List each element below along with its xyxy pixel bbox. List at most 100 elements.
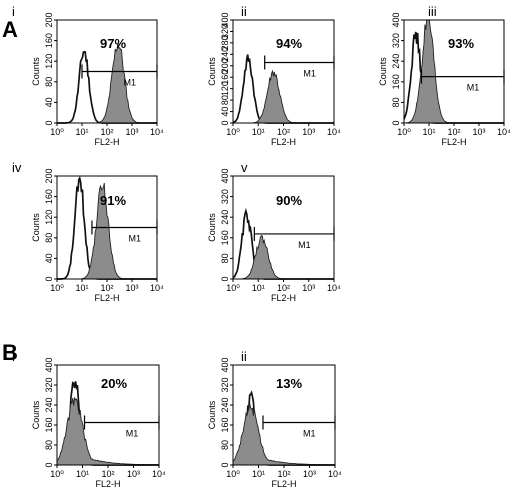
y-tick-label: 160	[44, 417, 54, 432]
y-tick-label: 120	[44, 54, 54, 69]
histogram-a-i: M1 10⁰ 10¹ 10² 10³ 10⁴ FL2-H 0 40 80 120 160 200 Coun…	[12, 4, 164, 147]
x-tick-label: 10¹	[252, 283, 265, 293]
y-tick-label: 160	[220, 70, 230, 85]
y-axis-label: Counts	[31, 57, 41, 86]
y-tick-label: 400	[220, 168, 230, 183]
percent-positive-label: 13%	[276, 376, 302, 391]
y-axis-label: Counts	[207, 400, 217, 429]
x-tick-label: 10⁰	[397, 127, 411, 137]
y-tick-label: 320	[220, 377, 230, 392]
x-tick-label: 10³	[302, 283, 315, 293]
y-tick-label: 400	[44, 357, 54, 372]
x-tick-label: 10³	[127, 469, 140, 479]
sub-panel-label: i	[12, 4, 15, 19]
y-tick-label: 40	[220, 107, 230, 117]
y-tick-label: 320	[220, 189, 230, 204]
sub-panel-label: ii	[241, 349, 247, 364]
gate-label: M1	[303, 68, 316, 78]
y-tick-label: 0	[391, 120, 401, 125]
x-tick-label: 10³	[302, 127, 315, 137]
histogram-filled-series	[56, 397, 160, 466]
histogram-b-ii: M1 10⁰ 10¹ 10² 10³ 10⁴ FL2-H 0 80 160 240 320 400 Cou…	[207, 349, 342, 488]
y-tick-label: 320	[391, 33, 401, 48]
x-tick-label: 10¹	[422, 127, 435, 137]
x-tick-label: 10²	[100, 283, 113, 293]
gate-label: M1	[298, 240, 311, 250]
y-tick-label: 280	[220, 35, 230, 50]
x-tick-label: 10²	[447, 127, 460, 137]
x-tick-label: 10¹	[75, 283, 88, 293]
gate-label: M1	[303, 429, 316, 439]
x-tick-label: 10³	[472, 127, 485, 137]
gate-label: M1	[467, 83, 480, 93]
y-tick-label: 200	[44, 168, 54, 183]
histogram-filled-series	[233, 69, 334, 124]
y-tick-label: 0	[44, 120, 54, 125]
x-tick-label: 10¹	[76, 469, 89, 479]
x-axis-label: FL2-H	[94, 293, 119, 303]
x-axis-label: FL2-H	[271, 137, 296, 147]
y-tick-label: 40	[44, 253, 54, 263]
x-tick-label: 10²	[277, 469, 290, 479]
sub-panel-label: v	[241, 160, 248, 175]
x-tick-label: 10⁰	[226, 469, 240, 479]
y-tick-label: 0	[220, 462, 230, 467]
y-axis-label: Counts	[207, 57, 217, 86]
percent-positive-label: 91%	[100, 193, 126, 208]
y-tick-label: 80	[391, 97, 401, 107]
x-tick-label: 10⁰	[226, 127, 240, 137]
y-tick-label: 320	[220, 24, 230, 39]
y-tick-label: 200	[44, 12, 54, 27]
histogram-filled-series	[57, 43, 157, 124]
histogram-filled-series	[232, 403, 336, 466]
sub-panel-label: ii	[241, 4, 247, 19]
x-tick-label: 10²	[277, 283, 290, 293]
histogram-filled-series	[233, 235, 334, 280]
x-tick-label: 10⁰	[50, 469, 64, 479]
gate-label: M1	[128, 234, 141, 244]
y-tick-label: 80	[220, 440, 230, 450]
x-tick-label: 10⁰	[50, 283, 64, 293]
x-tick-label: 10⁴	[328, 469, 342, 479]
y-tick-label: 80	[44, 77, 54, 87]
y-tick-label: 400	[220, 12, 230, 27]
x-tick-label: 10⁴	[150, 283, 164, 293]
histogram-a-iv: M1 10⁰ 10¹ 10² 10³ 10⁴ FL2-H 0 40 80 120 160 200 Coun…	[12, 160, 164, 303]
percent-positive-label: 93%	[448, 36, 474, 51]
x-tick-label: 10²	[101, 469, 114, 479]
y-tick-label: 80	[44, 440, 54, 450]
y-tick-label: 80	[220, 95, 230, 105]
y-tick-label: 120	[220, 81, 230, 96]
y-tick-label: 120	[44, 210, 54, 225]
y-tick-label: 80	[220, 253, 230, 263]
gate-label: M1	[124, 78, 137, 88]
y-axis-label: Counts	[31, 400, 41, 429]
percent-positive-label: 20%	[101, 376, 127, 391]
y-axis-label: Counts	[378, 57, 388, 86]
x-tick-label: 10⁰	[50, 127, 64, 137]
y-tick-label: 0	[44, 276, 54, 281]
y-tick-label: 400	[391, 12, 401, 27]
sub-panel-label: iv	[12, 160, 22, 175]
histogram-a-iii: M1 10⁰ 10¹ 10² 10³ 10⁴ FL2-H 0 80 160 240 320 400 Cou…	[378, 4, 511, 147]
x-axis-label: FL2-H	[94, 137, 119, 147]
x-tick-label: 10¹	[252, 469, 265, 479]
y-axis-label: Counts	[31, 213, 41, 242]
y-tick-label: 240	[391, 54, 401, 69]
sub-panel-label: iii	[428, 4, 437, 19]
histogram-outline-series	[232, 207, 334, 280]
y-tick-label: 160	[220, 230, 230, 245]
x-tick-label: 10⁴	[150, 127, 164, 137]
panel-label-b: B	[2, 340, 18, 365]
x-tick-label: 10²	[100, 127, 113, 137]
x-axis-label: FL2-H	[271, 479, 296, 488]
histogram-b-i: M1 10⁰ 10¹ 10² 10³ 10⁴ FL2-H 0 80 160 240 320 400 Cou…	[12, 349, 166, 488]
y-tick-label: 240	[44, 397, 54, 412]
y-tick-label: 160	[220, 417, 230, 432]
x-tick-label: 10⁴	[497, 127, 511, 137]
y-tick-label: 40	[44, 97, 54, 107]
x-axis-label: FL2-H	[95, 479, 120, 488]
percent-positive-label: 97%	[100, 36, 126, 51]
